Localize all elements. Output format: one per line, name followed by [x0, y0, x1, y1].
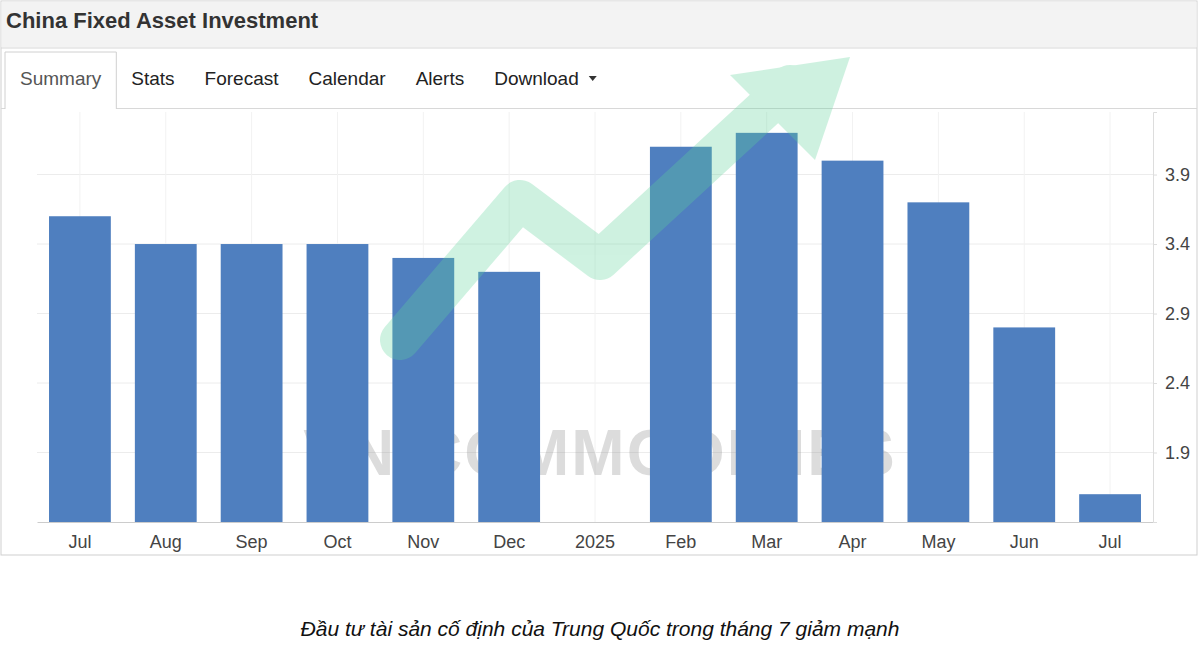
- x-tick-label: 2025: [575, 532, 615, 552]
- bar: [736, 133, 798, 522]
- tab-label[interactable]: Alerts: [416, 68, 465, 89]
- tab-label[interactable]: Calendar: [309, 68, 387, 89]
- x-tick-label: Apr: [839, 532, 867, 552]
- grid-line-vertical: [1110, 112, 1111, 522]
- x-tick-label: Feb: [665, 532, 696, 552]
- x-tick-label: Jul: [68, 532, 91, 552]
- y-axis-line: [1154, 113, 1158, 523]
- x-tick: 2025: [575, 522, 615, 552]
- x-tick-label: Sep: [236, 532, 268, 552]
- x-tick: Nov: [407, 522, 439, 552]
- bar: [907, 202, 969, 522]
- tab-label[interactable]: Download: [494, 68, 579, 89]
- tab-bar: Summary Stats Forecast Calendar Alerts Downlo…: [1, 52, 1197, 109]
- x-tick: Sep: [236, 522, 268, 552]
- x-axis-line: [38, 522, 1154, 523]
- x-tick-label: Jun: [1010, 532, 1039, 552]
- y-tick: 2.4: [1153, 373, 1190, 393]
- chart-title: China Fixed Asset Investment: [6, 8, 319, 33]
- x-tick: Mar: [751, 522, 782, 552]
- x-tick-label: Nov: [407, 532, 439, 552]
- x-tick: Feb: [665, 522, 696, 552]
- x-tick-label: Dec: [493, 532, 525, 552]
- bar: [135, 244, 197, 522]
- x-tick-label: Oct: [323, 532, 351, 552]
- tab-label[interactable]: Stats: [131, 68, 174, 89]
- tab-label[interactable]: Forecast: [205, 68, 280, 89]
- bar: [49, 216, 111, 522]
- x-tick: Dec: [493, 522, 525, 552]
- header-band: [2, 2, 1197, 48]
- bar: [221, 244, 283, 522]
- y-tick-mark: [1153, 314, 1157, 315]
- x-tick: Aug: [150, 522, 182, 552]
- x-tick-label: May: [921, 532, 955, 552]
- watermark: VN COMMODITIES: [303, 417, 896, 489]
- y-axis: 1.9 2.4 2.9 3.4 3.9: [1153, 113, 1190, 523]
- x-tick-label: Mar: [751, 532, 782, 552]
- x-tick: Apr: [839, 522, 867, 552]
- y-tick-mark: [1153, 453, 1157, 454]
- tab-label[interactable]: Summary: [20, 68, 102, 89]
- arrow-body: [400, 85, 790, 340]
- grid: [37, 112, 1153, 522]
- y-tick-mark: [1153, 244, 1157, 245]
- y-tick: 3.4: [1153, 234, 1190, 254]
- tab-baseline: [1, 108, 1197, 109]
- y-tick-label: 2.9: [1165, 304, 1190, 324]
- y-tick: 2.9: [1153, 304, 1190, 324]
- y-tick: 3.9: [1153, 165, 1190, 185]
- bar: [993, 327, 1055, 522]
- y-tick-label: 2.4: [1165, 373, 1190, 393]
- x-tick: Jun: [1010, 522, 1039, 552]
- bar: [822, 161, 884, 522]
- x-tick: May: [921, 522, 955, 552]
- x-tick-label: Jul: [1099, 532, 1122, 552]
- y-tick-mark: [1153, 175, 1157, 176]
- x-tick: Oct: [323, 522, 351, 552]
- tab-selected-gap: [6, 108, 115, 110]
- y-tick-label: 1.9: [1165, 443, 1190, 463]
- x-tick-label: Aug: [150, 532, 182, 552]
- x-axis: Jul Aug Sep Oct Nov Dec 2025 Feb Mar Apr May Jun Jul: [38, 522, 1154, 552]
- tab-selected[interactable]: [5, 52, 116, 109]
- y-tick-label: 3.9: [1165, 165, 1190, 185]
- y-tick-mark: [1153, 383, 1157, 384]
- chart-frame: [1, 1, 1197, 555]
- caption: Đầu tư tài sản cố định của Trung Quốc tr…: [301, 617, 900, 640]
- y-tick: 1.9: [1153, 443, 1190, 463]
- x-tick: Jul: [1099, 522, 1122, 552]
- bar: [1079, 494, 1141, 522]
- chart-root: China Fixed Asset Investment Summary Stats…: [0, 0, 1200, 649]
- x-tick: Jul: [68, 522, 91, 552]
- arrow-head: [730, 57, 850, 160]
- dropdown-caret[interactable]: [589, 76, 597, 81]
- decorative-arrow: [400, 57, 850, 340]
- bar: [478, 272, 540, 522]
- header-divider: [1, 48, 1197, 49]
- y-tick-label: 3.4: [1165, 234, 1190, 254]
- bars: [49, 133, 1141, 522]
- bar: [307, 244, 369, 522]
